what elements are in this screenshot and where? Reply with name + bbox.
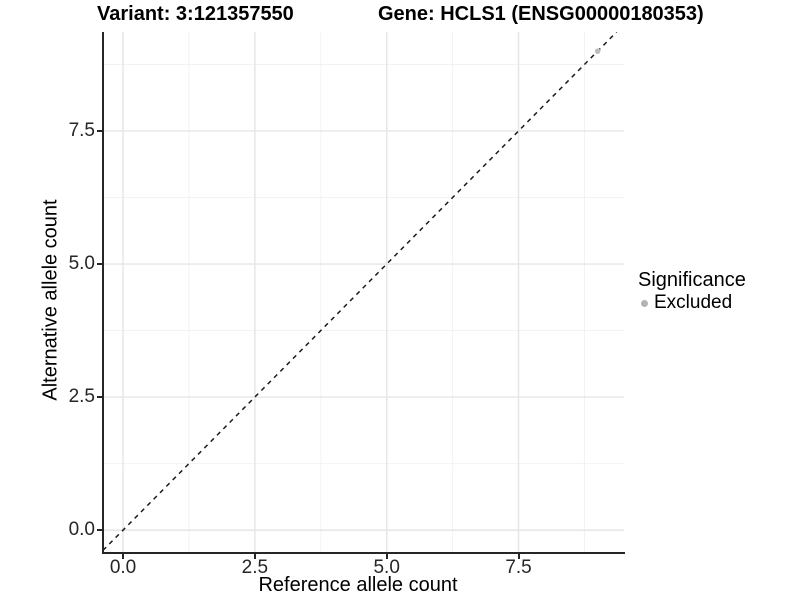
y-axis-title: Alternative allele count <box>39 199 62 401</box>
x-axis-line <box>102 552 625 554</box>
gene-title: Gene: HCLS1 (ENSG00000180353) <box>378 3 704 25</box>
legend-title: Significance <box>638 269 746 291</box>
x-tick-label: 7.5 <box>505 557 532 578</box>
y-tick-label: 2.5 <box>68 386 95 408</box>
y-tick-label: 0.0 <box>68 519 95 541</box>
x-tick-label: 5.0 <box>373 557 400 578</box>
y-tick-label: 5.0 <box>68 253 95 275</box>
y-tick-label: 7.5 <box>68 119 95 141</box>
y-tick-mark <box>97 263 102 266</box>
minor-gridlines <box>103 32 624 553</box>
data-point <box>594 48 601 54</box>
x-tick-mark <box>385 554 388 559</box>
y-axis-line <box>102 32 104 554</box>
x-tick-label: 0.0 <box>109 557 137 578</box>
x-tick-mark <box>253 554 256 559</box>
major-gridlines <box>103 32 624 553</box>
plot-panel <box>103 32 624 553</box>
identity-line <box>103 32 618 551</box>
y-tick-mark <box>97 129 102 132</box>
x-axis-title: Reference allele count <box>258 574 458 596</box>
legend: Significance Excluded <box>638 268 798 314</box>
data-points-group <box>594 48 601 54</box>
legend-item: Excluded <box>638 292 798 314</box>
legend-point-icon <box>641 299 648 307</box>
y-tick-mark <box>97 529 102 532</box>
x-tick-label: 2.5 <box>241 557 269 578</box>
legend-items: Excluded <box>638 292 798 314</box>
variant-title: Variant: 3:121357550 <box>97 3 294 25</box>
x-tick-mark <box>517 554 520 559</box>
identity-line-group <box>103 32 618 551</box>
legend-item-label: Excluded <box>654 292 733 313</box>
x-tick-mark <box>122 554 125 559</box>
y-tick-mark <box>97 396 102 399</box>
